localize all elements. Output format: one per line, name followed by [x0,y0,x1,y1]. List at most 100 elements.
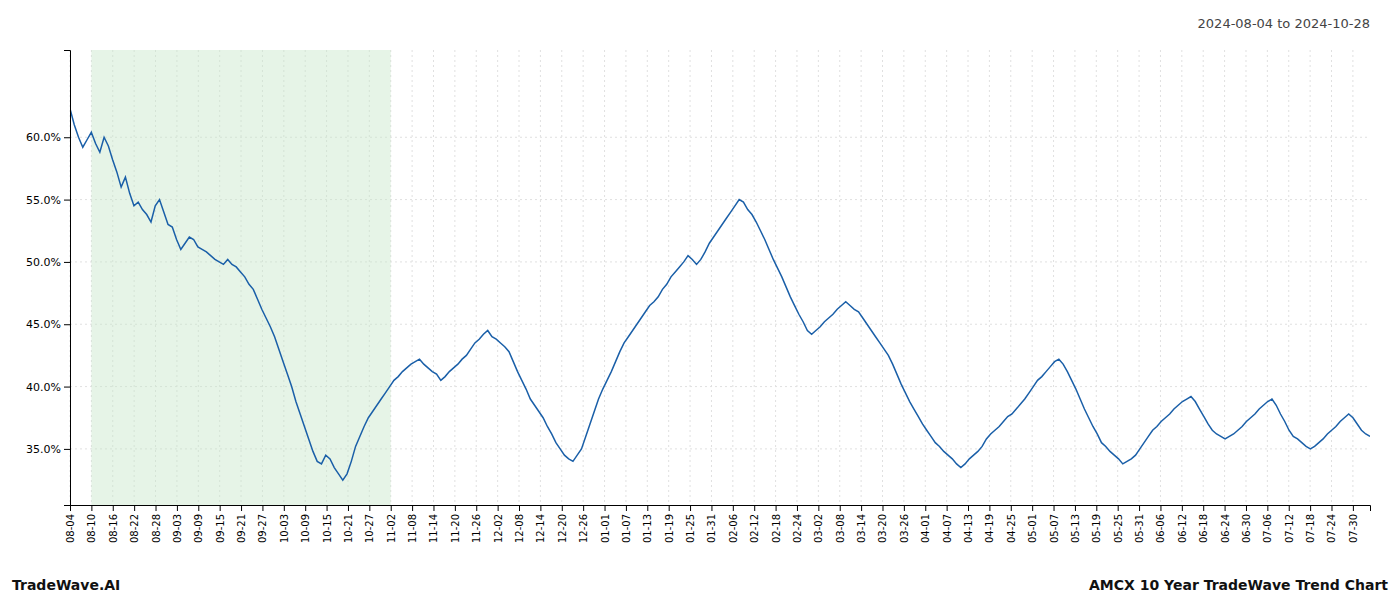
x-tick-label: 10-21 [343,514,354,543]
x-tick-label: 05-19 [1091,514,1102,543]
x-tick: 09-03 [172,505,183,543]
y-tick-label: 60.0% [26,131,61,144]
x-tick-mark [284,505,285,511]
x-tick-label: 06-30 [1241,514,1252,543]
x-tick-mark [626,505,627,511]
x-tick-mark [348,505,349,511]
grid-line-x [690,50,691,505]
x-tick-label: 12-14 [535,514,546,543]
grid-line-x [1352,50,1353,505]
x-tick: 02-24 [792,505,803,543]
x-tick-mark [198,505,199,511]
x-tick-label: 09-15 [215,514,226,543]
x-tick-mark [1246,505,1247,511]
x-tick-label: 05-25 [1113,514,1124,543]
x-tick-mark [1075,505,1076,511]
x-tick-label: 11-02 [386,514,397,543]
x-tick-label: 08-16 [108,514,119,543]
x-tick-label: 07-24 [1326,514,1337,543]
x-tick-mark [733,505,734,511]
grid-line-x [796,50,797,505]
x-tick: 12-08 [514,505,525,543]
x-tick-mark [519,505,520,511]
grid-line-x [1160,50,1161,505]
x-tick-label: 04-01 [920,514,931,543]
grid-line-x [839,50,840,505]
x-tick-label: 12-26 [578,514,589,543]
y-tick: 55.0% [26,194,70,207]
x-tick-label: 12-08 [514,514,525,543]
annotation: AMCX 10 Year TradeWave Trend Chart [1089,577,1388,593]
x-tick: 11-14 [428,505,439,543]
x-tick-mark [498,505,499,511]
x-tick: 10-09 [300,505,311,543]
x-tick-label: 06-12 [1177,514,1188,543]
x-tick: 05-31 [1134,505,1145,543]
grid-line-x [454,50,455,505]
grid-line-x [1267,50,1268,505]
x-tick: 04-25 [1006,505,1017,543]
y-tick-label: 50.0% [26,256,61,269]
x-tick: 10-15 [322,505,333,543]
x-tick-label: 09-27 [257,514,268,543]
x-tick-mark [904,505,905,511]
x-tick-label: 01-31 [706,514,717,543]
x-tick-label: 05-07 [1049,514,1060,543]
x-tick-mark [177,505,178,511]
x-tick: 05-25 [1113,505,1124,543]
x-tick: 06-12 [1177,505,1188,543]
x-tick-label: 11-20 [450,514,461,543]
x-tick: 07-06 [1262,505,1273,543]
x-tick-mark [1267,505,1268,511]
x-tick: 11-26 [471,505,482,543]
grid-line-x [1010,50,1011,505]
x-tick: 11-02 [386,505,397,543]
x-tick: 08-16 [108,505,119,543]
grid-line-x [882,50,883,505]
x-tick-mark [605,505,606,511]
x-tick: 02-06 [728,505,739,543]
x-tick-label: 07-18 [1305,514,1316,543]
x-tick: 03-26 [899,505,910,543]
x-tick-label: 06-18 [1198,514,1209,543]
x-tick-label: 02-06 [728,514,739,543]
x-tick: 03-20 [877,505,888,543]
grid-line-x [540,50,541,505]
y-tick-mark [64,137,70,138]
x-tick: 01-25 [685,505,696,543]
grid-line-x [903,50,904,505]
x-tick: 03-14 [856,505,867,543]
y-tick-mark [64,200,70,201]
x-tick-mark [1032,505,1033,511]
x-tick: 02-18 [771,505,782,543]
x-tick-label: 09-03 [172,514,183,543]
x-tick: 07-12 [1284,505,1295,543]
x-tick-mark [1139,505,1140,511]
x-tick-label: 08-22 [129,514,140,543]
x-tick-mark [968,505,969,511]
grid-line-x [861,50,862,505]
x-tick: 08-10 [86,505,97,543]
grid-line-x [1288,50,1289,505]
x-tick: 04-07 [942,505,953,543]
plot-area: 08-0408-1008-1608-2208-2809-0309-0909-15… [26,50,1370,543]
x-tick-label: 10-03 [279,514,290,543]
x-tick-label: 09-09 [193,514,204,543]
y-tick: 35.0% [26,443,70,456]
grid-line-x [711,50,712,505]
y-tick-label: 35.0% [26,443,61,456]
x-tick-mark [1225,505,1226,511]
x-tick-mark [562,505,563,511]
x-tick-label: 07-06 [1262,514,1273,543]
grid-line-x [412,50,413,505]
x-tick-label: 12-02 [493,514,504,543]
x-tick-mark [327,505,328,511]
grid-line-x [925,50,926,505]
x-tick-mark [711,505,712,511]
grid-line-x [1245,50,1246,505]
x-tick-label: 01-01 [600,514,611,543]
y-tick: 50.0% [26,256,70,269]
x-tick-mark [540,505,541,511]
grid-line-x [1331,50,1332,505]
x-tick-label: 07-12 [1284,514,1295,543]
